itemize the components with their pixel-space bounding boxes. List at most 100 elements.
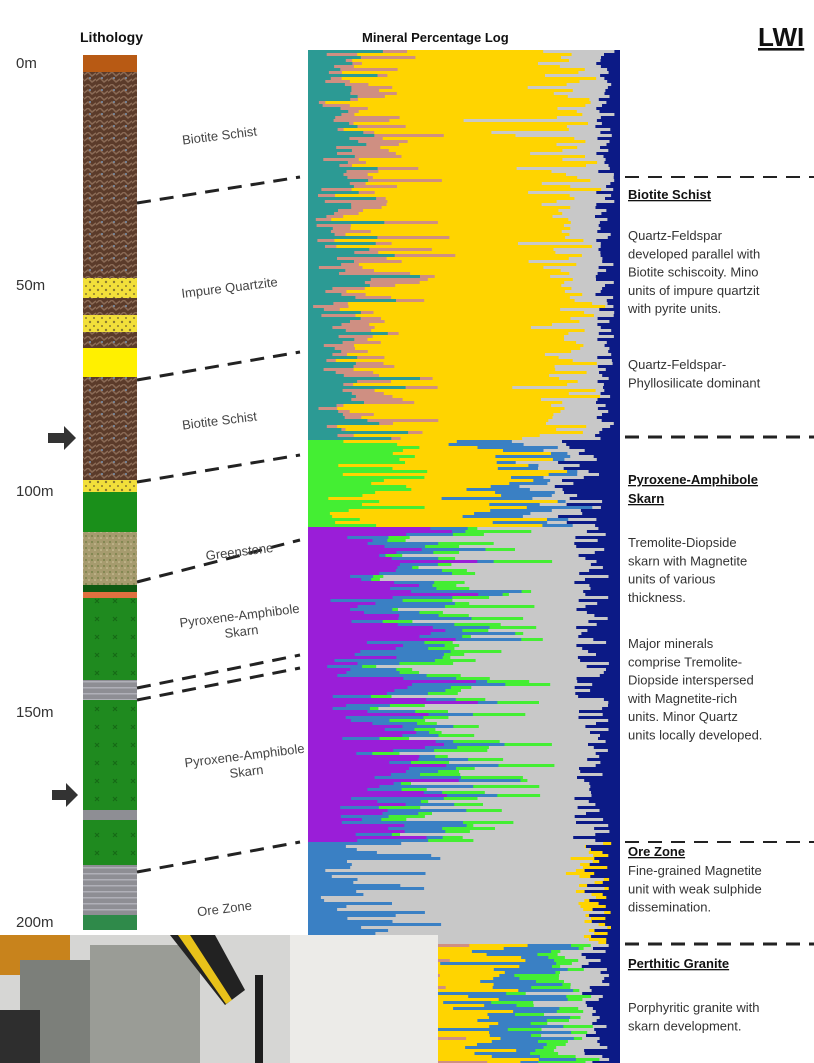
- log-band: [350, 668, 397, 671]
- log-band: [570, 1016, 581, 1019]
- log-band: [353, 383, 567, 386]
- log-band: [567, 503, 620, 506]
- log-band: [409, 767, 457, 770]
- log-band: [361, 317, 382, 320]
- log-band: [533, 1001, 586, 1004]
- log-band: [580, 770, 620, 773]
- log-band: [578, 635, 620, 638]
- log-band: [342, 821, 464, 824]
- log-band: [308, 227, 333, 230]
- log-band: [608, 749, 620, 752]
- log-band: [596, 653, 620, 656]
- log-band: [600, 251, 620, 254]
- log-band: [464, 653, 596, 656]
- log-band: [447, 794, 498, 797]
- log-band: [596, 107, 620, 110]
- log-band: [308, 65, 335, 68]
- log-band: [319, 101, 326, 104]
- log-band: [558, 500, 566, 503]
- log-band: [308, 887, 425, 890]
- log-band: [463, 515, 524, 518]
- log-band: [586, 845, 620, 848]
- log-band: [308, 101, 319, 104]
- log-band: [379, 785, 473, 788]
- log-band: [584, 947, 594, 950]
- log-band: [368, 542, 439, 545]
- log-band: [308, 50, 383, 53]
- log-band: [607, 1046, 620, 1049]
- log-band: [585, 557, 620, 560]
- log-band: [456, 584, 590, 587]
- log-band: [584, 935, 592, 938]
- log-band: [427, 674, 462, 677]
- log-band: [483, 803, 596, 806]
- log-band: [479, 725, 586, 728]
- log-band: [580, 464, 620, 467]
- log-band: [552, 743, 589, 746]
- log-band: [308, 74, 378, 77]
- log-band: [581, 509, 620, 512]
- log-band: [403, 599, 453, 602]
- log-band: [419, 446, 478, 449]
- log-band: [308, 518, 360, 521]
- log-band: [308, 383, 344, 386]
- log-band: [573, 524, 596, 527]
- log-band: [578, 656, 620, 659]
- site-title: LWI: [758, 22, 804, 52]
- log-band: [547, 1019, 570, 1022]
- log-band: [388, 809, 467, 812]
- log-band: [308, 833, 356, 836]
- log-band: [431, 632, 516, 635]
- log-band: [379, 374, 550, 377]
- log-band: [579, 884, 588, 887]
- log-band: [498, 1022, 531, 1025]
- log-band: [376, 524, 543, 527]
- log-band: [308, 95, 358, 98]
- log-band: [379, 89, 573, 92]
- log-band: [501, 650, 588, 653]
- log-band: [442, 569, 467, 572]
- log-band: [385, 95, 569, 98]
- log-band: [605, 284, 620, 287]
- log-band: [592, 1022, 620, 1025]
- log-band: [308, 737, 343, 740]
- log-band: [344, 374, 380, 377]
- log-band: [337, 257, 387, 260]
- log-band: [308, 698, 427, 701]
- log-band: [396, 656, 443, 659]
- log-band: [585, 155, 604, 158]
- log-band: [308, 626, 433, 629]
- log-band: [335, 233, 346, 236]
- log-band: [442, 497, 533, 500]
- log-band: [515, 548, 605, 551]
- log-band: [598, 137, 621, 140]
- log-band: [308, 152, 338, 155]
- log-band: [582, 965, 620, 968]
- log-band: [335, 116, 400, 119]
- log-band: [582, 647, 620, 650]
- log-band: [570, 185, 607, 188]
- log-band: [598, 941, 606, 944]
- log-band: [351, 224, 565, 227]
- log-band: [389, 119, 464, 122]
- log-band: [603, 842, 612, 845]
- log-band: [354, 65, 561, 68]
- log-band: [415, 710, 448, 713]
- log-band: [308, 161, 348, 164]
- log-band: [308, 155, 355, 158]
- log-band: [579, 716, 621, 719]
- log-band: [338, 209, 363, 212]
- log-band: [569, 233, 611, 236]
- log-band: [577, 677, 620, 680]
- log-band: [373, 176, 578, 179]
- log-band: [467, 824, 474, 827]
- log-band: [308, 785, 380, 788]
- log-band: [308, 476, 425, 479]
- log-band: [308, 803, 406, 806]
- log-band: [596, 152, 620, 155]
- log-band: [614, 422, 620, 425]
- log-band: [560, 950, 606, 953]
- log-band: [375, 191, 529, 194]
- log-band: [602, 419, 620, 422]
- log-band: [455, 602, 470, 605]
